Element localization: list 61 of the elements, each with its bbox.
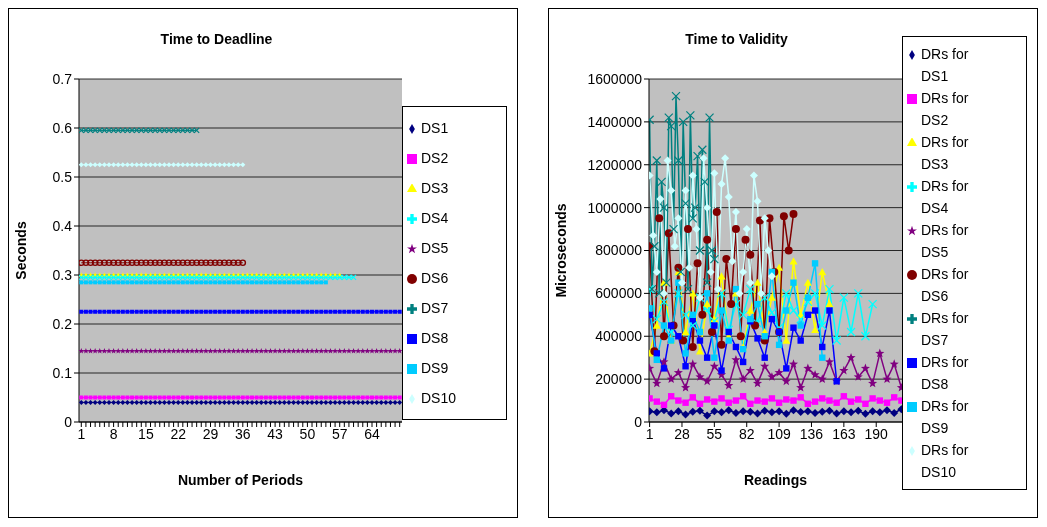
legend-label: DS4 xyxy=(421,209,449,228)
legend-label: DRs for DS9 xyxy=(921,397,970,438)
legend-label: DRs for DS7 xyxy=(921,309,970,350)
y-tick-label: 1200000 xyxy=(587,156,643,173)
legend-label: DS10 xyxy=(421,389,457,408)
y-axis-title: Seconds xyxy=(12,221,29,280)
y-tick-label: 800000 xyxy=(595,242,643,259)
legend-label: DRs for DS5 xyxy=(921,221,970,262)
x-tick-label: 8 xyxy=(109,425,118,442)
legend-label: DRs for DS6 xyxy=(921,265,970,306)
legend-label: DS1 xyxy=(421,119,449,138)
x-tick-label: 1 xyxy=(645,425,654,442)
chart-title: Time to Deadline xyxy=(159,31,274,47)
x-tick-label: 50 xyxy=(299,425,316,442)
legend-label: DRs for DS10 xyxy=(921,441,970,482)
y-tick-label: 1400000 xyxy=(587,113,643,130)
x-tick-label: 28 xyxy=(674,425,690,442)
legend-label: DS7 xyxy=(421,299,449,318)
y-tick-label: 0.2 xyxy=(52,315,73,332)
y-axis-title: Microseconds xyxy=(552,203,569,298)
x-tick-label: 36 xyxy=(235,425,251,442)
y-tick-label: 0.5 xyxy=(52,168,73,185)
x-tick-label: 163 xyxy=(832,425,856,442)
x-tick-label: 57 xyxy=(331,425,348,442)
y-tick-label: 600000 xyxy=(595,285,643,302)
x-axis-title: Number of Periods xyxy=(177,472,304,488)
x-tick-label: 1 xyxy=(77,425,86,442)
legend-label: DS9 xyxy=(421,359,449,378)
y-tick-label: 400000 xyxy=(595,328,643,345)
legend-label: DS2 xyxy=(421,149,449,168)
x-tick-label: 82 xyxy=(738,425,755,442)
legend-label: DS8 xyxy=(421,329,449,348)
legend-label: DS6 xyxy=(421,269,449,288)
y-tick-label: 1600000 xyxy=(587,70,643,87)
y-tick-label: 0 xyxy=(634,413,643,430)
x-tick-label: 22 xyxy=(170,425,187,442)
x-tick-label: 136 xyxy=(799,425,824,442)
legend-label: DRs for DS8 xyxy=(921,353,970,394)
y-tick-label: 0.6 xyxy=(52,119,73,136)
x-tick-label: 29 xyxy=(202,425,219,442)
y-tick-label: 0.1 xyxy=(52,364,73,381)
x-tick-label: 190 xyxy=(864,425,889,442)
y-tick-label: 0 xyxy=(64,413,73,430)
y-tick-label: 0.3 xyxy=(52,266,73,283)
chart-title: Time to Validity xyxy=(684,31,789,47)
y-tick-label: 0.4 xyxy=(52,217,73,234)
y-tick-label: 1000000 xyxy=(587,199,643,216)
legend-label: DS3 xyxy=(421,179,449,198)
x-tick-label: 109 xyxy=(767,425,791,442)
y-tick-label: 200000 xyxy=(595,371,643,388)
legend-label: DRs for DS3 xyxy=(921,133,970,174)
x-tick-label: 15 xyxy=(138,425,154,442)
x-axis-title: Readings xyxy=(743,472,808,488)
legend-label: DRs for DS1 xyxy=(921,45,970,86)
legend-label: DS5 xyxy=(421,239,449,258)
x-tick-label: 43 xyxy=(267,425,284,442)
legend-label: DRs for DS2 xyxy=(921,89,970,130)
x-tick-label: 64 xyxy=(364,425,380,442)
y-tick-label: 0.7 xyxy=(52,70,73,87)
legend-label: DRs for DS4 xyxy=(921,177,970,218)
x-tick-label: 55 xyxy=(706,425,723,442)
